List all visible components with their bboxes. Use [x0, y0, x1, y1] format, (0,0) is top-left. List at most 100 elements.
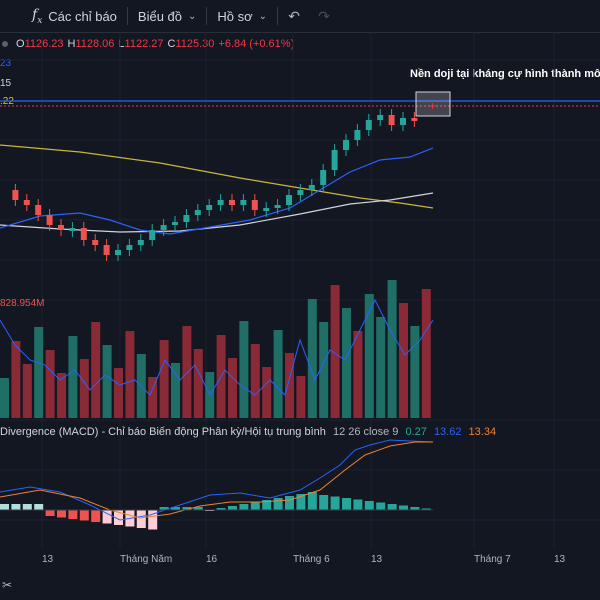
macd-bar [239, 504, 249, 510]
crosshair-icon: + [429, 99, 436, 113]
volume-bar [102, 345, 112, 418]
toolbar-divider [206, 7, 208, 25]
volume-bar [250, 344, 260, 418]
ma-white-line [0, 192, 434, 233]
profile-button[interactable]: Hồ sơ ⌄ [217, 8, 268, 24]
candle-body [23, 200, 30, 205]
time-axis-label: 13 [554, 554, 566, 565]
candle-body [92, 240, 99, 245]
time-axis-label: 13 [42, 554, 54, 565]
candle-body [137, 240, 144, 245]
ruler-icon[interactable]: ✂ [2, 578, 13, 592]
macd-bar [79, 510, 89, 521]
candle-body [297, 190, 304, 195]
macd-bar [296, 494, 306, 510]
candle-body [343, 140, 349, 150]
volume-bars [0, 280, 431, 418]
toolbar-divider [277, 7, 279, 25]
candle-body [69, 228, 76, 231]
macd-bar [91, 510, 101, 522]
macd-bar [45, 510, 55, 516]
volume-bar [148, 377, 158, 418]
macd-legend: Divergence (MACD) - Chỉ báo Biến động Ph… [0, 426, 497, 438]
macd-bar [285, 496, 294, 510]
undo-icon[interactable]: ↶ [288, 7, 300, 24]
candle-body [308, 185, 315, 190]
volume-bar [0, 378, 9, 418]
volume-bar [171, 363, 180, 418]
macd-bar [171, 507, 180, 510]
candle-body [206, 205, 213, 210]
macd-bar [330, 496, 340, 510]
macd-bar [250, 502, 260, 510]
volume-bar [319, 322, 329, 418]
volume-bar [159, 340, 169, 418]
volume-bar [307, 299, 317, 418]
redo-icon[interactable]: ↷ [318, 7, 330, 24]
candle-body [365, 120, 372, 130]
volume-bar [364, 294, 374, 418]
indicators-button[interactable]: fx Các chỉ báo [32, 6, 117, 26]
volume-bar [57, 373, 66, 418]
volume-bar [45, 350, 55, 418]
macd-line [0, 439, 434, 521]
candle-body [58, 225, 64, 230]
macd-bar [57, 510, 66, 518]
candle-body [400, 118, 406, 125]
signal-line [0, 441, 433, 519]
candle-body [217, 200, 224, 205]
macd-bar [262, 500, 272, 510]
macd-bar [68, 510, 78, 519]
chevron-down-icon: ⌄ [258, 10, 268, 22]
function-icon: fx [32, 6, 43, 26]
macd-bar [387, 504, 397, 510]
candle-body [149, 230, 156, 240]
candle-body [46, 215, 53, 225]
chart-type-button[interactable]: Biểu đồ ⌄ [137, 8, 197, 24]
candle-body [12, 190, 19, 200]
volume-bar [330, 285, 340, 418]
candle-body [274, 205, 281, 208]
candle-body [263, 208, 270, 211]
volume-bar [79, 359, 89, 418]
volume-bar [91, 322, 101, 418]
macd-bar [421, 508, 431, 510]
ohlc-legend: O1126.23 H1128.06 L1122.27 C1125.30 +6.8… [0, 38, 294, 50]
volume-bar [228, 358, 237, 418]
macd-bar [34, 504, 44, 510]
candle-group [12, 109, 418, 261]
volume-bar [193, 349, 203, 418]
volume-bar [387, 280, 397, 418]
macd-bar [319, 495, 329, 510]
candle-body [103, 245, 110, 255]
volume-bar [273, 330, 283, 418]
time-axis-label: Tháng 7 [474, 554, 511, 565]
volume-bar [376, 317, 386, 418]
macd-bar [342, 498, 351, 510]
macd-bar [136, 510, 146, 528]
candle-body [331, 150, 338, 170]
selection-box [415, 91, 451, 117]
macd-bar [148, 510, 158, 530]
ma-value-label: 23 [0, 58, 12, 69]
time-axis-label: 16 [206, 554, 218, 565]
market-status-icon [2, 41, 8, 47]
volume-bar [114, 368, 123, 418]
time-axis: 13 Tháng Năm 16 Tháng 6 13 Tháng 7 13 [0, 548, 600, 568]
toolbar-divider [126, 7, 128, 25]
macd-bar [353, 499, 363, 510]
candle-body [377, 115, 384, 120]
macd-bar [216, 508, 226, 510]
candle-body [240, 200, 247, 205]
grid-lines [0, 32, 600, 548]
macd-bar [364, 501, 374, 510]
volume-ma-line [0, 298, 434, 397]
volume-bar [353, 331, 363, 418]
candle-body [320, 170, 327, 185]
volume-bar [342, 308, 351, 418]
candle-body [172, 222, 178, 225]
ma-yellow-line [0, 144, 434, 209]
macd-bar [159, 507, 169, 510]
ma-blue-line [0, 147, 434, 235]
